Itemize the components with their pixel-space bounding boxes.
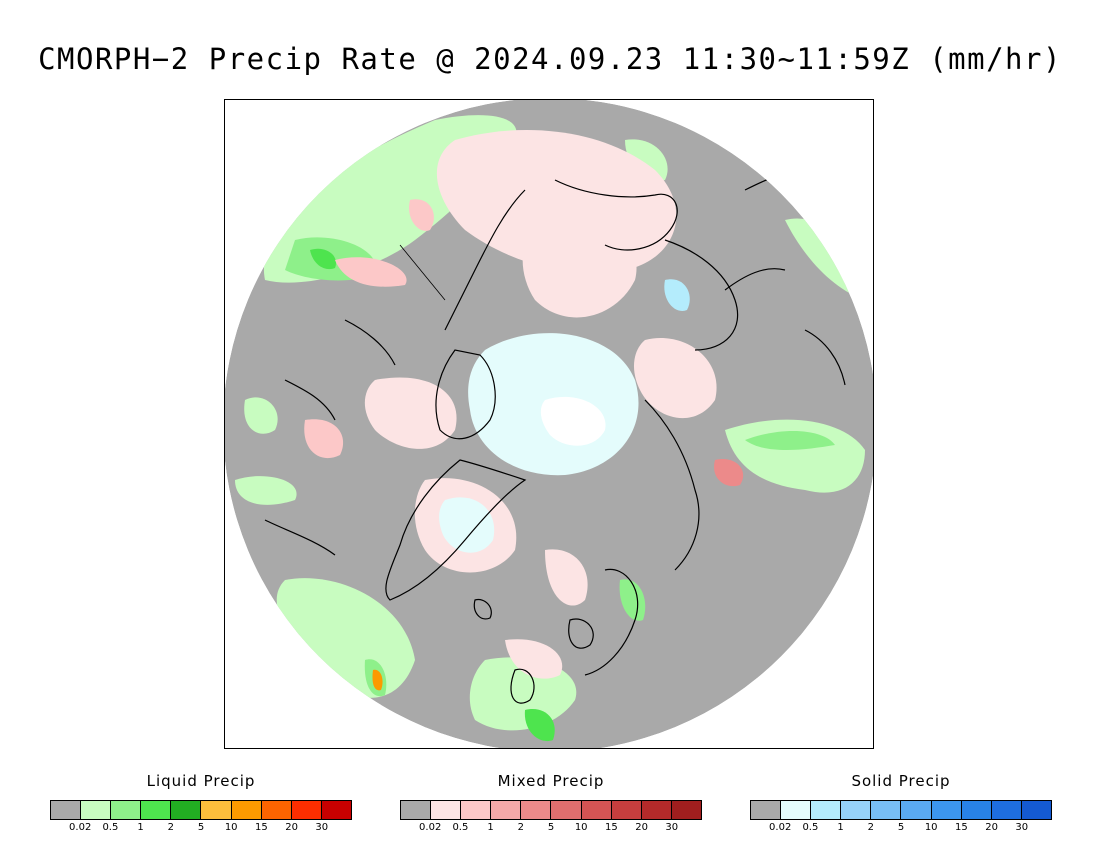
mixed-precip-regions (304, 130, 744, 679)
legend-tick: 0.5 (102, 822, 119, 833)
legend-title: Mixed Precip (497, 772, 605, 790)
legend-tick: 10 (924, 822, 938, 833)
legend-colorbar (750, 800, 1052, 820)
legend-swatch-1 (781, 801, 812, 819)
legend-swatch-7 (261, 801, 292, 819)
legend-swatch-5 (901, 801, 932, 819)
legend-swatch-6 (231, 801, 262, 819)
legend-tick: 15 (255, 822, 268, 833)
legend-tick: 5 (197, 822, 205, 833)
legend-swatch-0 (401, 801, 432, 819)
legend-tick: 0.02 (419, 822, 442, 833)
legend-swatch-5 (551, 801, 582, 819)
legend-tick: 0.02 (69, 822, 92, 833)
legend-swatch-6 (931, 801, 962, 819)
legend-tick: 20 (985, 822, 998, 833)
legend-swatch-2 (811, 801, 842, 819)
legend-tick-labels: 0.02 0.5 1 2 5 10 15 20 30 (400, 822, 702, 836)
legend-swatch-9 (671, 801, 701, 819)
legend-tick: 30 (665, 822, 679, 833)
legend-swatch-8 (991, 801, 1022, 819)
legend-swatch-6 (581, 801, 612, 819)
legend-solid: Solid Precip 0.02 0.5 1 2 5 10 15 20 30 (750, 772, 1052, 842)
legend-colorbar (400, 800, 702, 820)
legend-tick-labels: 0.02 0.5 1 2 5 10 15 20 30 (750, 822, 1052, 836)
legend-swatch-2 (111, 801, 142, 819)
legend-swatch-7 (961, 801, 992, 819)
legend-colorbar (50, 800, 352, 820)
legend-tick: 10 (224, 822, 238, 833)
legend-swatch-4 (521, 801, 552, 819)
legend-title: Liquid Precip (146, 772, 256, 790)
legend-tick: 1 (137, 822, 144, 833)
map-title: CMORPH−2 Precip Rate @ 2024.09.23 11:30~… (38, 42, 1062, 76)
legend-tick: 2 (517, 822, 524, 833)
legend-tick: 2 (867, 822, 874, 833)
legend-swatch-3 (141, 801, 172, 819)
legend-tick: 2 (167, 822, 174, 833)
polar-map (224, 99, 874, 749)
legend-tick: 5 (897, 822, 905, 833)
legend-swatch-1 (431, 801, 462, 819)
legend-tick: 5 (547, 822, 555, 833)
legend-liquid: Liquid Precip 0.02 0.5 1 2 5 10 15 20 30 (50, 772, 352, 842)
legend-swatch-0 (751, 801, 782, 819)
legend-swatch-0 (51, 801, 82, 819)
legend-swatch-9 (1021, 801, 1051, 819)
legend-tick: 1 (487, 822, 494, 833)
legend-tick: 0.5 (802, 822, 819, 833)
legend-tick: 0.5 (452, 822, 469, 833)
legend-tick: 10 (574, 822, 588, 833)
legend-swatch-3 (491, 801, 522, 819)
legend-swatch-3 (841, 801, 872, 819)
legend-swatch-9 (321, 801, 351, 819)
legend-swatch-4 (871, 801, 902, 819)
legend-swatch-7 (611, 801, 642, 819)
legend-mixed: Mixed Precip 0.02 0.5 1 2 5 10 15 20 30 (400, 772, 702, 842)
legend-swatch-2 (461, 801, 492, 819)
legend-tick: 30 (1015, 822, 1029, 833)
legend-swatch-8 (641, 801, 672, 819)
legend-tick: 0.02 (769, 822, 792, 833)
legend-tick: 20 (285, 822, 298, 833)
legend-title: Solid Precip (851, 772, 951, 790)
legend-swatch-1 (81, 801, 112, 819)
precip-map-canvas (225, 100, 873, 748)
legend-swatch-5 (201, 801, 232, 819)
legend-tick: 15 (605, 822, 618, 833)
legend-tick: 20 (635, 822, 648, 833)
legend-tick: 1 (837, 822, 844, 833)
legend-tick: 15 (955, 822, 968, 833)
legend-swatch-8 (291, 801, 322, 819)
legend-swatch-4 (171, 801, 202, 819)
solid-precip-regions (439, 279, 690, 553)
legend-tick-labels: 0.02 0.5 1 2 5 10 15 20 30 (50, 822, 352, 836)
legend-tick: 30 (315, 822, 329, 833)
